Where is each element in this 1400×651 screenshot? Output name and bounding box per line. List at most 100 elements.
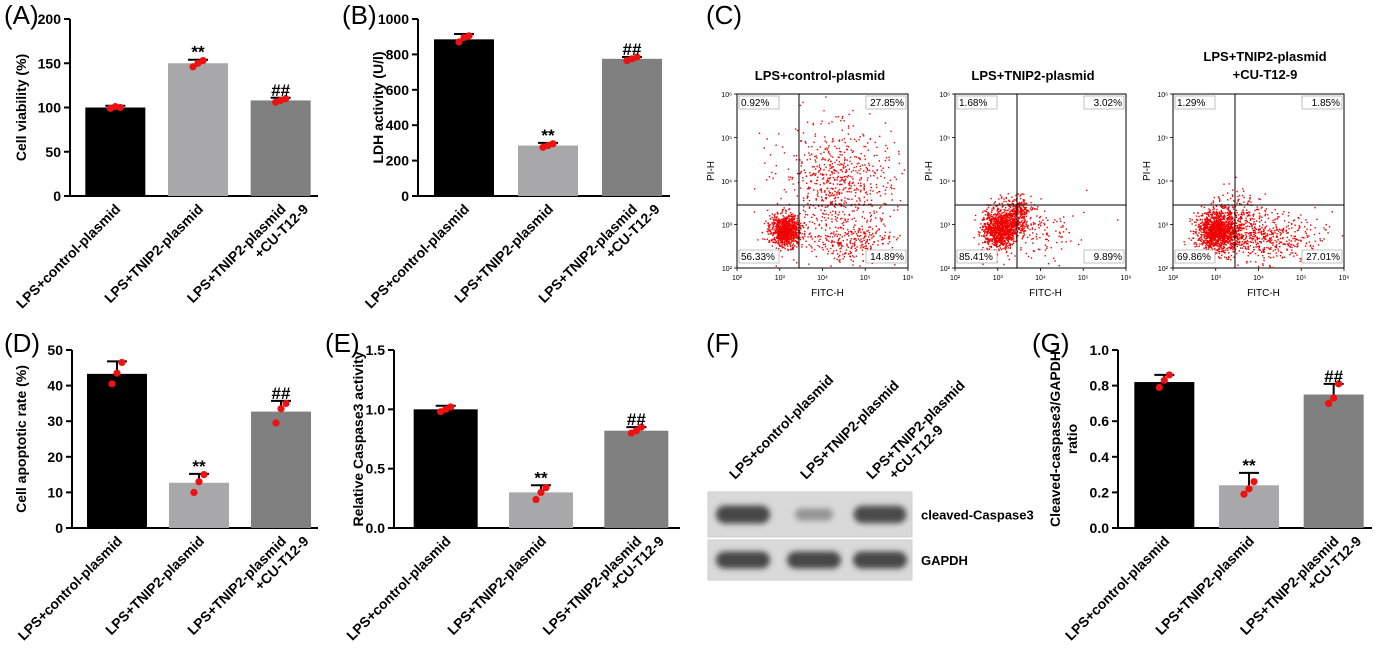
flow-event-dot [1002,229,1004,231]
flow-event-dot [1003,263,1005,266]
flow-event-dot [1240,227,1242,229]
flow-event-dot [990,211,993,213]
flow-event-dot [794,231,796,233]
data-point [1240,490,1248,498]
flow-event-dot [772,234,774,237]
flow-event-dot [872,165,874,167]
flow-event-dot [842,166,844,168]
flow-event-dot [1011,221,1013,223]
flow-event-dot [1214,212,1217,214]
flow-event-dot [858,197,860,199]
flow-event-dot [781,256,783,258]
flow-event-dot [832,187,834,190]
flow-event-dot [995,218,997,220]
flow-event-dot [1229,227,1231,230]
flow-event-dot [986,222,988,225]
flow-event-dot [790,238,792,240]
flow-event-dot [1053,257,1055,260]
flow-event-dot [811,216,813,218]
flow-event-dot [1035,233,1038,235]
flow-event-dot [825,224,827,226]
flow-event-dot [788,235,790,237]
flow-event-dot [1024,203,1026,205]
flow-event-dot [761,231,764,234]
flow-event-dot [853,166,856,169]
flow-event-dot [844,157,846,159]
flow-event-dot [993,220,995,223]
flow-event-dot [1022,216,1024,218]
flow-event-dot [1000,243,1003,245]
flow-event-dot [840,163,842,165]
flow-event-dot [1219,213,1221,215]
flow-event-dot [839,234,841,236]
flow-event-dot [782,236,785,238]
flow-event-dot [1017,234,1019,237]
flow-event-dot [1215,218,1218,221]
flow-event-dot [852,125,855,127]
flow-event-dot [827,160,829,162]
flow-event-dot [784,225,786,228]
flow-event-dot [1013,207,1015,210]
flow-event-dot [1011,244,1013,246]
flow-event-dot [846,198,849,200]
flow-event-dot [1242,236,1244,238]
flow-event-dot [857,182,859,184]
flow-event-dot [1226,234,1228,236]
flow-event-dot [783,244,785,246]
flow-event-dot [850,231,853,233]
flow-event-dot [1206,241,1208,243]
flow-event-dot [988,238,990,240]
flow-event-dot [1211,214,1213,217]
flow-event-dot [830,187,832,189]
flow-event-dot [1219,230,1222,232]
flow-event-dot [1230,224,1232,226]
flow-event-dot [1212,228,1215,231]
flow-event-dot [1212,225,1215,227]
flow-event-dot [832,140,835,142]
flow-event-dot [763,147,765,149]
flow-event-dot [835,218,837,221]
flow-event-dot [1211,217,1213,219]
flow-event-dot [821,173,823,175]
flow-event-dot [987,217,989,219]
flow-event-dot [1013,222,1015,224]
flow-event-dot [1271,242,1273,244]
flow-event-dot [836,159,838,161]
flow-event-dot [767,223,769,225]
flow-event-dot [1002,222,1005,224]
flow-event-dot [1228,215,1230,217]
flow-event-dot [775,242,777,244]
flow-event-dot [1229,226,1231,229]
flow-event-dot [994,229,996,231]
flow-event-dot [858,169,860,172]
flow-event-dot [820,123,822,125]
flow-event-dot [825,193,827,196]
flow-event-dot [821,247,823,249]
flow-event-dot [1021,214,1023,216]
flow-event-dot [1271,239,1273,241]
flow-event-dot [805,240,807,242]
flow-event-dot [1033,223,1035,226]
flow-event-dot [989,232,991,235]
flow-event-dot [1235,216,1238,219]
flow-event-dot [989,223,991,225]
y-tick-label: 40 [47,378,63,394]
significance-marker: ## [1324,367,1343,386]
flow-event-dot [836,235,839,237]
flow-event-dot [832,138,834,140]
flow-event-dot [1220,251,1223,253]
flow-event-dot [1004,223,1007,225]
flow-event-dot [1272,256,1275,258]
flow-event-dot [823,110,825,112]
flow-event-dot [1224,249,1227,251]
flow-event-dot [1023,213,1025,215]
flow-event-dot [844,219,846,221]
flow-event-dot [1003,216,1005,218]
flow-event-dot [855,170,857,172]
flow-event-dot [777,220,779,222]
flow-event-dot [777,213,779,215]
flow-event-dot [1217,242,1219,244]
flow-event-dot [1030,224,1032,226]
flow-y-tick-label: 10⁴ [721,179,732,186]
flow-event-dot [816,148,819,151]
